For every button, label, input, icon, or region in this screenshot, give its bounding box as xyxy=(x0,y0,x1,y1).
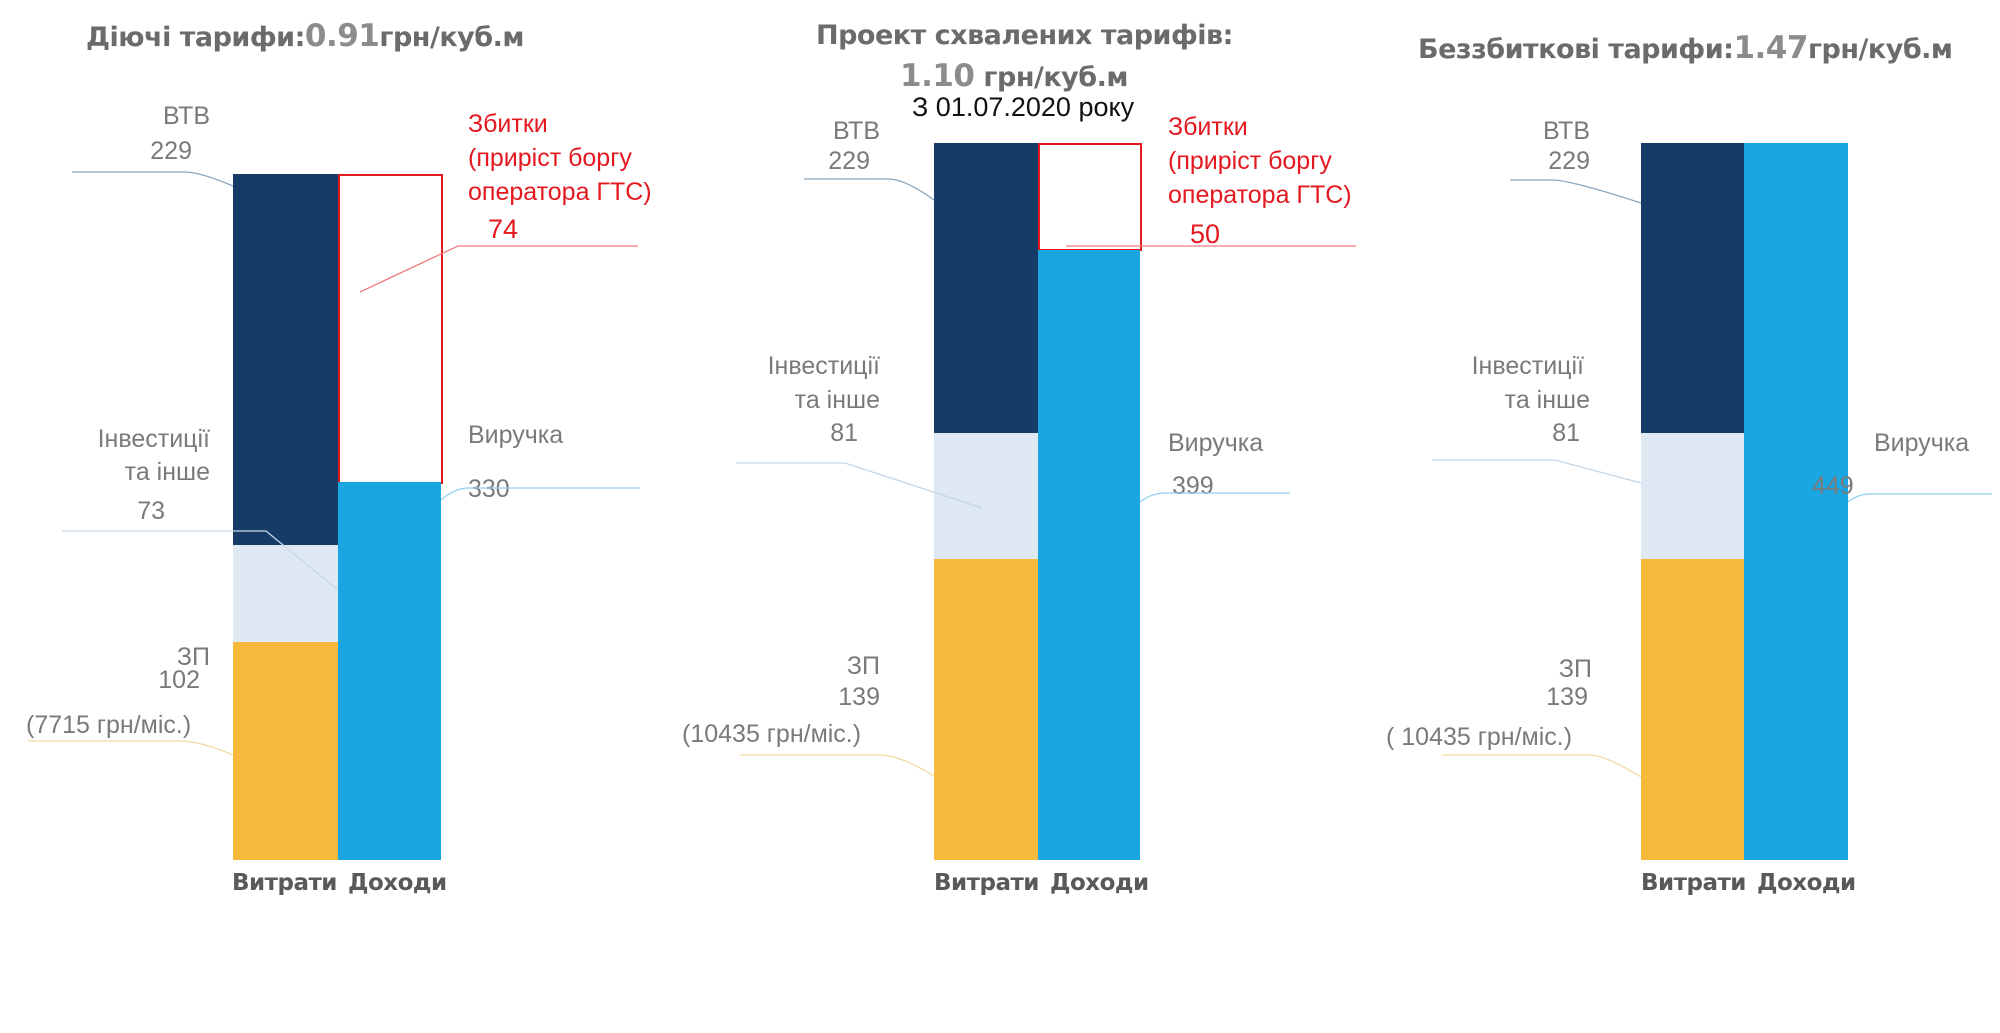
chart3-bar-zp xyxy=(1641,559,1744,860)
chart2-axis-costs: Витрати xyxy=(934,870,1039,896)
chart2-loss-label-3: оператора ГТС) xyxy=(1168,181,1352,209)
chart1-title-prefix: Діючі тарифи: xyxy=(86,22,305,53)
chart2-invest-label-1: Інвестиції xyxy=(767,352,880,380)
chart2-loss-label-1: Збитки xyxy=(1168,113,1248,141)
chart2-vtv-label: ВТВ xyxy=(833,117,880,145)
chart2-effective-date: З 01.07.2020 року xyxy=(912,92,1135,122)
chart2-vtv-value: 229 xyxy=(828,147,870,175)
chart3-axis-costs: Витрати xyxy=(1641,870,1746,896)
chart3-vtv-value: 229 xyxy=(1548,147,1590,175)
chart1-revenue-value: 330 xyxy=(468,475,510,503)
chart3-bar-revenue xyxy=(1744,143,1848,860)
chart1-loss-label-3: оператора ГТС) xyxy=(468,178,652,206)
chart3-revenue-leader xyxy=(1847,493,1992,503)
chart1-loss-leader xyxy=(359,245,638,293)
chart2-title-line1: Проект схвалених тарифів: xyxy=(816,20,1233,51)
chart3-axis-income: Доходи xyxy=(1757,870,1856,896)
chart2-revenue-label: Виручка xyxy=(1168,429,1264,457)
chart1-zp-value: 102 xyxy=(158,666,200,694)
chart2-invest-label-2: та інше xyxy=(794,386,880,414)
chart1-loss-label-2: (приріст боргу xyxy=(468,144,632,172)
chart3-invest-label-2: та інше xyxy=(1504,386,1590,414)
chart1-axis-costs: Витрати xyxy=(232,870,337,896)
chart1-zp-note: (7715 грн/міс.) xyxy=(26,711,192,739)
chart3-bar-vtv xyxy=(1641,143,1744,433)
chart1-loss-value: 74 xyxy=(488,214,519,244)
chart1-zp-leader xyxy=(28,740,234,756)
chart1-vtv-value: 229 xyxy=(150,137,192,165)
chart3-zp-note: ( 10435 грн/міс.) xyxy=(1386,723,1573,751)
chart3-zp-label: ЗП xyxy=(1558,655,1592,683)
chart3-vtv-label: ВТВ xyxy=(1543,117,1590,145)
chart2-zp-leader xyxy=(740,754,935,777)
chart3-tariff-value: 1.47 xyxy=(1733,30,1808,66)
chart2-zp-value: 139 xyxy=(838,683,880,711)
chart3-invest-value: 81 xyxy=(1552,419,1580,447)
chart2-tariff-unit: грн/куб.м xyxy=(983,62,1128,93)
chart1-invest-leader xyxy=(62,530,339,591)
chart1-bar-zp xyxy=(233,642,338,860)
chart2-tariff-value: 1.10 xyxy=(900,58,975,94)
chart2-bar-revenue xyxy=(1038,250,1140,860)
chart2-vtv-leader xyxy=(804,178,935,201)
chart1-invest-label-1: Інвестиції xyxy=(97,425,210,453)
chart1-tariff-unit: грн/куб.м xyxy=(379,22,524,53)
chart3-revenue-value: 449 xyxy=(1812,472,1854,500)
chart1-revenue-label: Виручка xyxy=(468,421,564,449)
chart2-bar-zp xyxy=(934,559,1038,860)
chart1-revenue-leader xyxy=(440,487,640,501)
chart3-bar-invest xyxy=(1641,433,1744,559)
chart2-loss-value: 50 xyxy=(1190,219,1221,249)
chart1-tariff-value: 0.91 xyxy=(304,18,380,54)
chart1-bar-invest xyxy=(233,545,338,642)
chart2-revenue-value: 399 xyxy=(1172,472,1214,500)
chart1-vtv-label: ВТВ xyxy=(163,102,210,130)
chart1-zp-label: ЗП xyxy=(176,643,210,671)
chart3-vtv-leader xyxy=(1510,179,1642,204)
chart2-bar-invest xyxy=(934,433,1038,559)
chart3-zp-value: 139 xyxy=(1546,683,1588,711)
chart2-bar-vtv xyxy=(934,143,1038,433)
chart2-loss-label-2: (приріст боргу xyxy=(1168,147,1332,175)
chart3-revenue-label: Виручка xyxy=(1874,429,1970,457)
chart1-bar-vtv xyxy=(233,174,338,545)
chart2-zp-label: ЗП xyxy=(846,652,880,680)
chart3-title: Беззбиткові тарифи:1.47грн/куб.м xyxy=(1418,30,1953,66)
chart1-axis-income: Доходи xyxy=(348,870,447,896)
chart1-title: Діючі тарифи:0.91грн/куб.м xyxy=(86,18,524,54)
chart2-axis-income: Доходи xyxy=(1050,870,1149,896)
chart2-revenue-leader xyxy=(1139,492,1290,503)
chart3-tariff-unit: грн/куб.м xyxy=(1807,34,1953,65)
chart3-invest-leader xyxy=(1432,459,1642,484)
chart2-invest-value: 81 xyxy=(830,419,858,447)
chart3-invest-label-1: Інвестиції xyxy=(1471,352,1584,380)
chart2-invest-leader xyxy=(736,462,983,509)
chart1-vtv-leader xyxy=(72,171,234,187)
chart1-invest-value: 73 xyxy=(137,497,165,525)
chart2-zp-note: (10435 грн/міс.) xyxy=(682,720,862,748)
chart2-title-line2: 1.10 грн/куб.м xyxy=(900,58,1128,94)
chart1-loss-label-1: Збитки xyxy=(468,110,548,138)
chart1-invest-label-2: та інше xyxy=(124,458,210,486)
chart1-bar-revenue xyxy=(338,482,441,860)
chart3-zp-leader xyxy=(1442,754,1642,778)
chart3-title-prefix: Беззбиткові тарифи: xyxy=(1418,34,1734,65)
